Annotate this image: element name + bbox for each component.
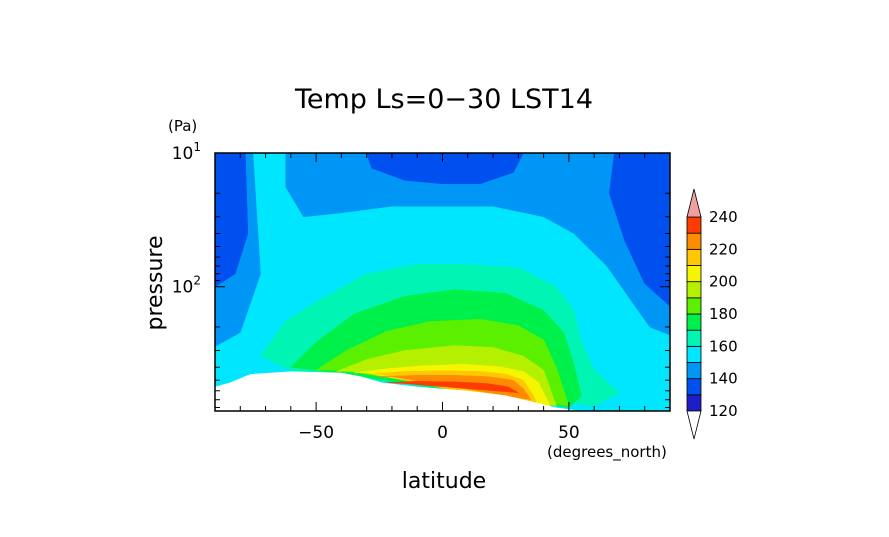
colorbar-box — [686, 362, 702, 380]
colorbar-box — [686, 378, 702, 396]
colorbar-label: 200 — [709, 273, 738, 291]
colorbar-box — [686, 329, 702, 347]
colorbar-label: 160 — [709, 337, 738, 355]
x-tick-label: 50 — [558, 423, 580, 443]
colorbar-box — [686, 216, 702, 234]
chart-title: Temp Ls=0−30 LST14 — [294, 84, 593, 115]
colorbar-box — [686, 281, 702, 299]
missing-data-region — [215, 371, 582, 411]
contour-fills — [215, 153, 670, 411]
plot-area — [214, 152, 671, 412]
colorbar-label: 120 — [709, 402, 738, 420]
x-axis: −50 0 50 — [214, 153, 671, 443]
y-axis-units: (Pa) — [168, 117, 197, 135]
contour-band-13 — [386, 381, 519, 393]
colorbar-label: 180 — [709, 305, 738, 323]
colorbar-box — [686, 248, 702, 266]
colorbar-box — [686, 297, 702, 315]
y-tick-label: 102 — [172, 274, 201, 298]
colorbar-extend-high — [686, 188, 702, 218]
colorbar-box — [686, 265, 702, 283]
x-tick-label: 0 — [437, 423, 448, 443]
contour-band-2 — [215, 153, 249, 287]
colorbar-box — [686, 345, 702, 363]
contour-band-4 — [366, 153, 524, 185]
colorbar-label: 220 — [709, 240, 738, 258]
x-tick-label: −50 — [298, 423, 334, 443]
y-axis: 101 102 — [172, 140, 670, 408]
contour-band-3 — [285, 153, 670, 336]
colorbar-box — [686, 394, 702, 412]
y-tick-label: 101 — [172, 140, 201, 164]
colorbar-box — [686, 232, 702, 250]
colorbar-extend-low — [686, 410, 702, 440]
y-axis-label: pressure — [143, 235, 168, 330]
colorbar-label: 140 — [709, 370, 738, 388]
colorbar-label: 240 — [709, 208, 738, 226]
colorbar: 120 140 160 180 200 220 240 — [686, 188, 738, 440]
x-axis-units: (degrees_north) — [547, 443, 667, 462]
contour-band-5 — [609, 153, 670, 307]
x-axis-label: latitude — [402, 469, 486, 494]
colorbar-box — [686, 313, 702, 331]
